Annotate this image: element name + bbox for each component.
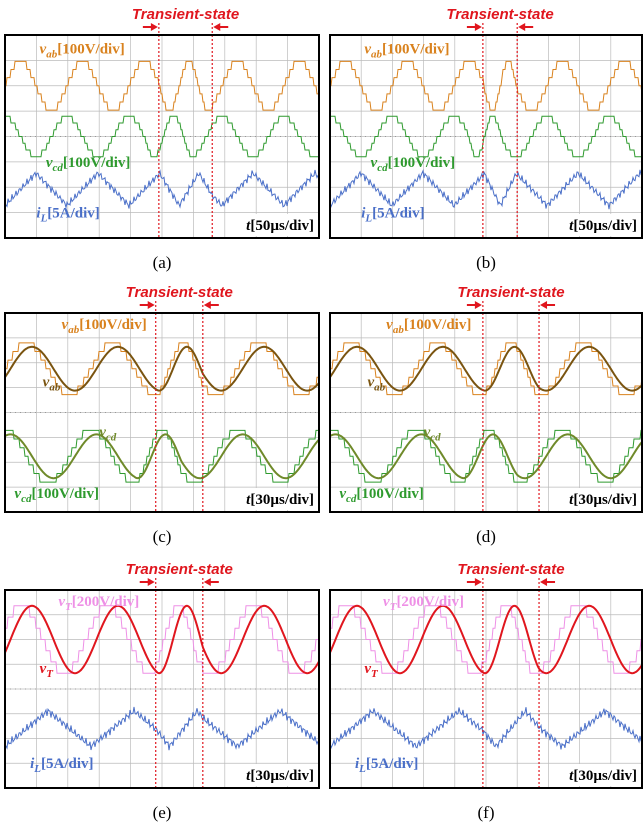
trace-label: vcd [99, 424, 117, 443]
caption: (c) [153, 527, 172, 546]
time-scale-value: [30µs/div] [250, 492, 314, 508]
transient-label: Transient-state [126, 561, 233, 578]
label-subscript: cd [106, 431, 117, 443]
trace-label: vcd[100V/div] [46, 155, 131, 174]
label-scale: [200V/div] [72, 594, 140, 610]
trace-label: vcd[100V/div] [371, 155, 456, 174]
label-subscript: ab [374, 382, 386, 394]
time-scale-value: [50µs/div] [250, 218, 314, 234]
transient-label: Transient-state [457, 561, 564, 578]
trace-label: vcd [424, 424, 442, 443]
label-scale: [100V/div] [63, 155, 131, 171]
caption: (b) [476, 253, 496, 272]
trace-label: iL[5A/div] [361, 206, 424, 225]
label-scale: [100V/div] [382, 41, 450, 57]
label-scale: [5A/div] [41, 756, 94, 772]
label-scale: [200V/div] [396, 594, 464, 610]
trace-label: vab[100V/div] [62, 317, 147, 336]
arrow-head [475, 23, 482, 31]
caption: (e) [153, 803, 172, 822]
panel: vT[200V/div]vTiL[5A/div]Transient-statet… [330, 561, 642, 822]
transient-label: Transient-state [457, 284, 564, 301]
label-subscript: ab [371, 48, 383, 60]
label-scale: [100V/div] [31, 486, 99, 502]
trace-label: vab[100V/div] [364, 41, 449, 60]
transient-label: Transient-state [446, 6, 553, 23]
trace-label: vab[100V/div] [40, 41, 125, 60]
panel: vT[200V/div]vTiL[5A/div]Transient-statet… [5, 561, 319, 822]
label-scale: [100V/div] [388, 155, 456, 171]
label-scale: [5A/div] [366, 756, 419, 772]
arrow-head [475, 578, 482, 586]
label-subscript: cd [377, 162, 388, 174]
time-scale-value: [30µs/div] [573, 768, 637, 784]
time-scale: t[30µs/div] [569, 768, 637, 784]
label-subscript: ab [68, 324, 80, 336]
arrow-head [540, 301, 547, 309]
caption: (d) [476, 527, 496, 546]
time-scale: t[30µs/div] [246, 768, 314, 784]
trace-label: iL[5A/div] [355, 756, 418, 775]
label-subscript: ab [46, 48, 58, 60]
time-scale-value: [30µs/div] [250, 768, 314, 784]
label-scale: [5A/div] [47, 206, 100, 222]
figure: vab[100V/div]vcd[100V/div]iL[5A/div]Tran… [0, 0, 644, 829]
arrow-head [204, 301, 211, 309]
time-scale: t[30µs/div] [246, 492, 314, 508]
arrow-head [148, 578, 155, 586]
time-scale: t[50µs/div] [246, 218, 314, 234]
arrow-head [518, 23, 525, 31]
caption: (f) [478, 803, 495, 822]
label-scale: [100V/div] [356, 486, 424, 502]
label-subscript: cd [21, 493, 32, 505]
time-scale: t[50µs/div] [569, 218, 637, 234]
label-subscript: ab [393, 324, 405, 336]
label-subscript: cd [346, 493, 357, 505]
caption: (a) [153, 253, 172, 272]
label-scale: [100V/div] [57, 41, 125, 57]
trace-label: vab[100V/div] [386, 317, 471, 336]
arrow-head [204, 578, 211, 586]
panel: vab[100V/div]vabvcdvcd[100V/div]Transien… [330, 284, 642, 546]
trace-label: vcd[100V/div] [14, 486, 99, 505]
label-subscript: cd [52, 162, 63, 174]
label-scale: [100V/div] [79, 317, 147, 333]
time-scale-value: [50µs/div] [573, 218, 637, 234]
label-subscript: ab [49, 382, 61, 394]
panel: vab[100V/div]vcd[100V/div]iL[5A/div]Tran… [5, 6, 319, 272]
time-scale-value: [30µs/div] [573, 492, 637, 508]
label-subscript: T [371, 668, 379, 680]
arrow-head [475, 301, 482, 309]
arrow-head [148, 301, 155, 309]
arrow-head [213, 23, 220, 31]
panel: vab[100V/div] vcd[100V/div] iL[5A/div] Tran… [330, 6, 642, 272]
arrow-head [540, 578, 547, 586]
label-subscript: T [46, 668, 54, 680]
label-scale: [5A/div] [372, 206, 425, 222]
label-subscript: cd [430, 431, 441, 443]
arrow-head [151, 23, 158, 31]
trace-label: vcd[100V/div] [339, 486, 424, 505]
transient-label: Transient-state [126, 284, 233, 301]
trace-label: vT[200V/div] [58, 594, 139, 613]
trace-label: iL[5A/div] [30, 756, 93, 775]
label-scale: [100V/div] [404, 317, 472, 333]
time-scale: t[30µs/div] [569, 492, 637, 508]
transient-label: Transient-state [132, 6, 239, 23]
panel: vab[100V/div]vabvcdvcd[100V/div]Transien… [5, 284, 319, 546]
